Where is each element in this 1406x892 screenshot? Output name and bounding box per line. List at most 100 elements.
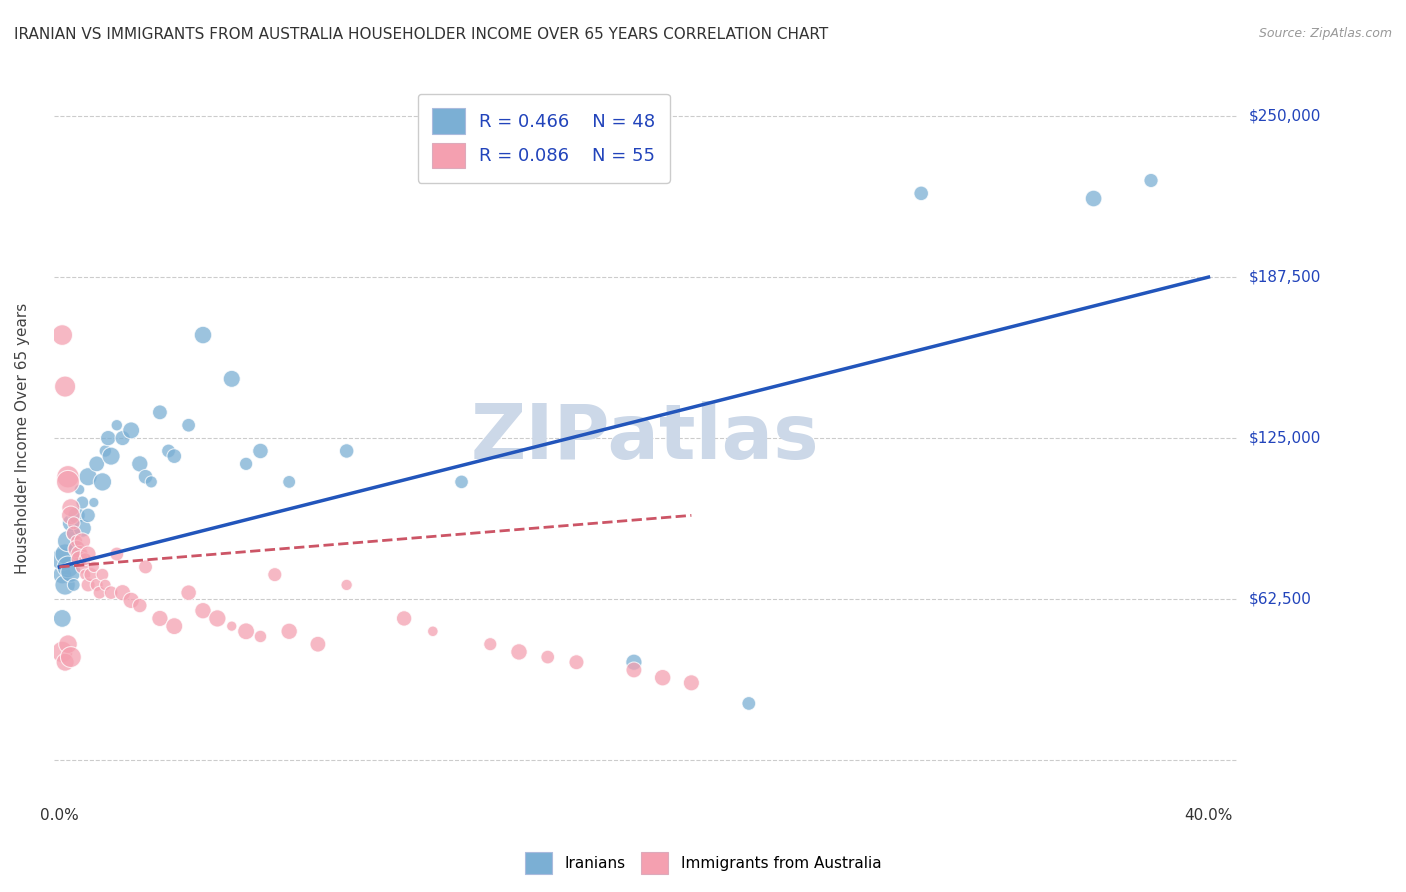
- Point: [89, 585, 111, 599]
- Point: [83, 495, 105, 509]
- Point: [53, 547, 76, 561]
- Point: [128, 457, 150, 471]
- Point: [53, 578, 76, 592]
- Point: [94, 578, 117, 592]
- Point: [72, 521, 94, 535]
- Point: [51, 645, 73, 659]
- Point: [65, 541, 87, 556]
- Point: [62, 578, 84, 592]
- Point: [479, 637, 502, 651]
- Point: [623, 655, 645, 669]
- Point: [75, 552, 97, 566]
- Point: [120, 593, 142, 607]
- Point: [191, 328, 214, 343]
- Point: [163, 449, 186, 463]
- Point: [565, 655, 588, 669]
- Point: [651, 671, 673, 685]
- Point: [177, 585, 200, 599]
- Point: [111, 431, 134, 445]
- Point: [94, 444, 117, 458]
- Point: [508, 645, 530, 659]
- Point: [77, 547, 100, 561]
- Point: [249, 444, 271, 458]
- Point: [56, 475, 79, 489]
- Point: [235, 624, 257, 639]
- Text: $62,500: $62,500: [1249, 591, 1312, 607]
- Point: [120, 423, 142, 437]
- Legend: Iranians, Immigrants from Australia: Iranians, Immigrants from Australia: [519, 846, 887, 880]
- Point: [56, 560, 79, 574]
- Point: [163, 619, 186, 633]
- Text: $125,000: $125,000: [1249, 431, 1320, 446]
- Point: [1140, 173, 1163, 187]
- Point: [59, 500, 82, 515]
- Point: [72, 495, 94, 509]
- Point: [336, 578, 359, 592]
- Point: [77, 578, 100, 592]
- Point: [105, 418, 128, 433]
- Point: [100, 449, 122, 463]
- Point: [59, 508, 82, 523]
- Point: [910, 186, 932, 201]
- Point: [59, 565, 82, 579]
- Point: [177, 418, 200, 433]
- Point: [141, 475, 163, 489]
- Point: [53, 655, 76, 669]
- Point: [56, 469, 79, 483]
- Point: [738, 697, 761, 711]
- Point: [65, 534, 87, 549]
- Point: [59, 516, 82, 530]
- Point: [86, 578, 108, 592]
- Point: [97, 431, 120, 445]
- Text: ZIPatlas: ZIPatlas: [471, 401, 820, 475]
- Point: [56, 637, 79, 651]
- Point: [392, 611, 415, 625]
- Point: [221, 619, 243, 633]
- Point: [53, 379, 76, 393]
- Point: [75, 567, 97, 582]
- Point: [191, 604, 214, 618]
- Point: [51, 567, 73, 582]
- Text: IRANIAN VS IMMIGRANTS FROM AUSTRALIA HOUSEHOLDER INCOME OVER 65 YEARS CORRELATIO: IRANIAN VS IMMIGRANTS FROM AUSTRALIA HOU…: [14, 27, 828, 42]
- Point: [65, 508, 87, 523]
- Point: [235, 457, 257, 471]
- Point: [128, 599, 150, 613]
- Legend: R = 0.466    N = 48, R = 0.086    N = 55: R = 0.466 N = 48, R = 0.086 N = 55: [418, 94, 669, 183]
- Point: [51, 611, 73, 625]
- Point: [51, 328, 73, 343]
- Point: [149, 405, 172, 419]
- Point: [336, 444, 359, 458]
- Point: [69, 547, 91, 561]
- Point: [135, 469, 157, 483]
- Point: [69, 547, 91, 561]
- Point: [537, 650, 560, 665]
- Point: [83, 560, 105, 574]
- Point: [450, 475, 472, 489]
- Point: [75, 552, 97, 566]
- Point: [221, 372, 243, 386]
- Point: [149, 611, 172, 625]
- Text: $250,000: $250,000: [1249, 109, 1320, 124]
- Point: [77, 508, 100, 523]
- Point: [91, 567, 114, 582]
- Point: [62, 526, 84, 541]
- Point: [80, 567, 103, 582]
- Point: [86, 457, 108, 471]
- Point: [91, 475, 114, 489]
- Point: [207, 611, 229, 625]
- Point: [65, 541, 87, 556]
- Point: [307, 637, 329, 651]
- Point: [157, 444, 180, 458]
- Point: [278, 624, 301, 639]
- Point: [56, 534, 79, 549]
- Point: [135, 560, 157, 574]
- Point: [62, 516, 84, 530]
- Point: [77, 469, 100, 483]
- Point: [681, 676, 703, 690]
- Point: [623, 663, 645, 677]
- Point: [59, 650, 82, 665]
- Point: [422, 624, 444, 639]
- Point: [249, 630, 271, 644]
- Text: Source: ZipAtlas.com: Source: ZipAtlas.com: [1258, 27, 1392, 40]
- Point: [51, 552, 73, 566]
